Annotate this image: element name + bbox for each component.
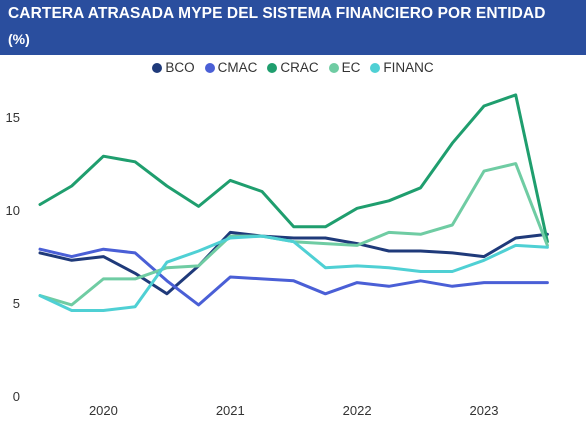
chart-subtitle: (%) — [8, 31, 30, 47]
legend-label: EC — [341, 60, 361, 75]
legend-item-crac[interactable]: CRAC — [267, 60, 319, 75]
legend-marker — [328, 62, 339, 73]
chart-legend: BCO CMAC CRAC EC FINANC — [0, 60, 586, 75]
legend-label: CRAC — [280, 60, 319, 75]
legend-item-financ[interactable]: FINANC — [370, 60, 434, 75]
series-line-crac[interactable] — [38, 93, 549, 244]
legend-label: CMAC — [217, 60, 258, 75]
chart-header: CARTERA ATRASADA MYPE DEL SISTEMA FINANC… — [0, 0, 586, 55]
x-tick-label: 2021 — [216, 403, 245, 418]
y-tick-label: 10 — [6, 203, 20, 218]
series-line-cmac[interactable] — [38, 247, 549, 307]
legend-label: FINANC — [383, 60, 434, 75]
x-tick-label: 2022 — [343, 403, 372, 418]
legend-marker — [370, 62, 381, 73]
series-line-financ[interactable] — [38, 234, 549, 312]
y-tick-label: 15 — [6, 110, 20, 125]
legend-item-ec[interactable]: EC — [328, 60, 361, 75]
series-line-bco[interactable] — [38, 230, 549, 296]
legend-item-bco[interactable]: BCO — [152, 60, 195, 75]
x-tick-label: 2020 — [89, 403, 118, 418]
chart-title: CARTERA ATRASADA MYPE DEL SISTEMA FINANC… — [8, 5, 546, 22]
legend-marker — [152, 62, 163, 73]
y-tick-label: 5 — [13, 296, 20, 311]
y-tick-label: 0 — [13, 389, 20, 404]
legend-label: BCO — [165, 60, 195, 75]
legend-marker — [267, 62, 278, 73]
legend-marker — [204, 62, 215, 73]
legend-item-cmac[interactable]: CMAC — [204, 60, 258, 75]
x-tick-label: 2023 — [470, 403, 499, 418]
